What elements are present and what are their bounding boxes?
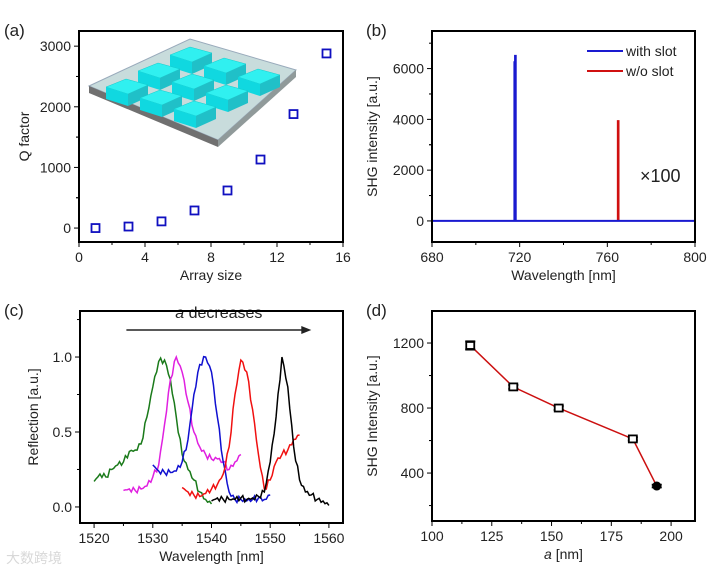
y-tick-label: 0 — [63, 220, 71, 236]
x-tick-label: 12 — [269, 249, 285, 265]
x-tick-label: 175 — [600, 528, 624, 544]
y-tick-label: 6000 — [393, 61, 424, 77]
x-tick-label: 4 — [141, 249, 149, 265]
metasurface-inset — [87, 38, 298, 147]
y-axis-label: SHG Intensity [a.u.] — [364, 355, 380, 476]
y-tick-label: 2000 — [40, 99, 71, 115]
x-tick-label: 125 — [480, 528, 504, 544]
plot-frame — [431, 30, 696, 243]
x-tick-label: 1530 — [137, 530, 168, 546]
plot-frame — [78, 30, 344, 243]
x-tick-label: 760 — [596, 249, 620, 265]
data-point — [189, 205, 200, 216]
y-axis-label: SHG intensity [a.u.] — [364, 76, 380, 197]
y-tick-label: 3000 — [40, 38, 71, 54]
y-tick-label: 4000 — [393, 111, 424, 127]
resonator-block — [237, 68, 281, 96]
marker — [553, 403, 564, 413]
panel-b: (b) 680 720 760 800 0 2000 4000 6000 Wavelength [… — [364, 21, 707, 283]
x-axis-label: Wavelength [nm] — [511, 267, 616, 283]
x-axis-label: a [nm] — [544, 546, 583, 562]
y-tick-label: 0 — [416, 213, 424, 229]
y-tick-label: 1200 — [393, 335, 424, 351]
data-point — [156, 216, 167, 227]
plot-area — [93, 354, 330, 506]
reflection-curve — [152, 355, 271, 505]
y-axis-label: Reflection [a.u.] — [25, 368, 41, 465]
series-line — [616, 120, 620, 221]
data-point — [321, 48, 332, 59]
x-tick-label: 1560 — [313, 530, 344, 546]
panel-label: (a) — [4, 21, 25, 40]
marker — [508, 382, 519, 392]
y-tick-label: 400 — [401, 465, 425, 481]
y-tick-label: 0.0 — [53, 499, 73, 515]
data-point — [651, 481, 662, 491]
resonator-block — [137, 62, 181, 90]
reflection-curve — [181, 358, 300, 500]
resonator-block — [173, 100, 217, 128]
data-point — [465, 340, 476, 351]
data-point — [288, 109, 299, 119]
panel-c: (c) 1520 1530 1540 1550 1560 0.0 0.5 1.0 Waveleng… — [4, 301, 345, 564]
y-tick-label: 2000 — [393, 162, 424, 178]
x-tick-label: 150 — [540, 528, 564, 544]
panel-a: (a) 0 4 8 12 16 0 1000 2000 3000 Array size Q facto… — [4, 21, 351, 283]
x-tick-label: 800 — [683, 249, 707, 265]
legend-label: w/o slot — [625, 63, 674, 79]
x-axis-label: Array size — [180, 267, 242, 283]
data-point — [123, 221, 134, 232]
x-tick-label: 1540 — [196, 530, 227, 546]
series-line — [469, 344, 658, 487]
plot-area — [432, 54, 695, 222]
resonator-block — [105, 78, 149, 106]
panel-label: (d) — [366, 301, 387, 320]
legend-label: with slot — [625, 43, 677, 59]
x-tick-label: 680 — [420, 249, 444, 265]
panel-label: (c) — [4, 301, 24, 320]
resonator-block — [171, 73, 215, 101]
data-point — [627, 434, 638, 444]
trend-annotation: a decreases — [175, 305, 262, 322]
x-tick-label: 200 — [659, 528, 683, 544]
x-tick-label: 720 — [508, 249, 532, 265]
arrow-head-icon — [301, 326, 312, 335]
y-tick-label: 0.5 — [53, 424, 73, 440]
reflection-curve — [93, 356, 213, 505]
resonator-block — [203, 57, 247, 85]
resonator-block — [205, 84, 249, 112]
x-tick-label: 0 — [75, 249, 83, 265]
x-tick-label: 100 — [420, 528, 444, 544]
x-axis-label: Wavelength [nm] — [159, 548, 264, 564]
y-tick-label: 1.0 — [53, 349, 73, 365]
plot-frame — [79, 310, 344, 524]
x-tick-label: 1550 — [255, 530, 286, 546]
marker — [652, 481, 662, 491]
y-tick-label: 800 — [401, 400, 425, 416]
data-point — [90, 223, 101, 233]
marker — [465, 341, 476, 350]
data-point — [553, 403, 564, 413]
reflection-curve — [123, 354, 242, 495]
scale-annotation: ×100 — [640, 166, 681, 186]
substrate-side — [218, 70, 296, 147]
plot-frame — [431, 310, 696, 522]
reflection-curve — [211, 356, 330, 506]
y-axis-label: Q factor — [16, 111, 32, 161]
x-tick-label: 1520 — [79, 530, 110, 546]
x-tick-label: 16 — [335, 249, 351, 265]
data-point — [508, 382, 519, 392]
marker — [627, 434, 638, 444]
x-tick-label: 8 — [207, 249, 215, 265]
panel-d: (d) 100 125 150 175 200 400 800 1200 a [nm] SHG In… — [364, 301, 696, 562]
series-line — [432, 54, 695, 222]
resonator-block — [139, 89, 183, 117]
data-point — [255, 154, 266, 165]
watermark: 大数跨境 — [6, 550, 62, 566]
resonator-block — [169, 46, 213, 74]
y-tick-label: 1000 — [40, 159, 71, 175]
data-point — [222, 185, 233, 196]
panel-label: (b) — [366, 21, 387, 40]
